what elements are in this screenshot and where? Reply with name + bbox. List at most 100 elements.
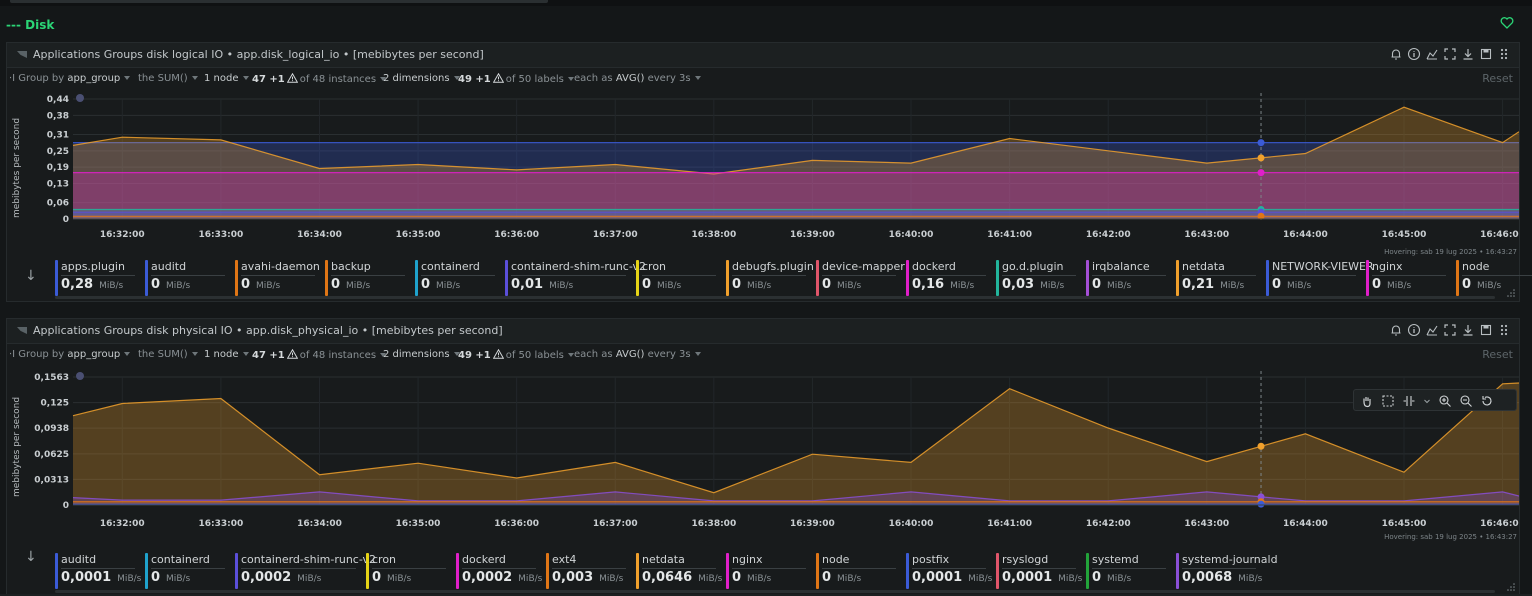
group-by-dropdown[interactable]: ⋅I Group by app_group [9,73,131,84]
legend-item[interactable]: auditd 0 MiB/s [145,260,231,296]
legend-divider [421,275,495,276]
group-by-dropdown[interactable]: ⋅I Group by app_group [9,349,131,360]
legend-item[interactable]: nginx 0 MiB/s [1366,260,1452,296]
aggregation-dropdown[interactable]: the SUM() [138,73,198,84]
fullscreen-icon[interactable] [1443,323,1457,337]
zoom-in-icon[interactable] [1438,393,1452,407]
legend-value-number: 0,0001 [1002,570,1053,585]
legend-item[interactable]: cron 0 MiB/s [636,260,722,296]
dimensions-dropdown[interactable]: 2 dimensions [383,349,460,360]
panel-toolbar [1389,47,1511,61]
resize-handle-icon[interactable] [1507,289,1515,297]
reset-button[interactable]: Reset [1482,72,1513,85]
legend-item[interactable]: systemd 0 MiB/s [1086,553,1172,589]
legend-item[interactable]: netdata 0,0646 MiB/s [636,553,722,589]
legend-item[interactable]: node 0 MiB/s [1456,260,1532,296]
reset-zoom-icon[interactable] [1480,393,1494,407]
fullscreen-icon[interactable] [1443,47,1457,61]
legend-item[interactable]: node 0 MiB/s [816,553,902,589]
legend-item[interactable]: ext4 0,003 MiB/s [546,553,632,589]
x-tick-label: 16:37:00 [593,519,638,529]
legend-item[interactable]: NETWORK-VIEWER 0 MiB/s [1266,260,1374,296]
reset-button[interactable]: Reset [1482,348,1513,361]
legend-item[interactable]: postfix 0,0001 MiB/s [906,553,992,589]
legend-item[interactable]: systemd-journald 0,0068 MiB/s [1176,553,1278,589]
legend-item[interactable]: backup 0 MiB/s [325,260,411,296]
instances-dropdown[interactable]: 47 +1 of 48 instances [252,73,387,85]
aggregation-dropdown[interactable]: the SUM() [138,349,198,360]
chart-svg[interactable]: 0,44 0,38 0,31 0,25 0,19 0,13 0,06 0 16:32:00 16:… [31,91,1525,241]
legend-item[interactable]: avahi-daemon 0 MiB/s [235,260,321,296]
zoom-out-icon[interactable] [1459,393,1473,407]
legend-item[interactable]: containerd-shim-runc-v2 0,0002 MiB/s [235,553,376,589]
legend-divider [642,568,716,569]
time-aggregation-dropdown[interactable]: each as AVG() every 3s [574,349,701,360]
download-icon[interactable] [1461,47,1475,61]
legend-item[interactable]: debugfs.plugin 0 MiB/s [726,260,814,296]
legend-item[interactable]: containerd 0 MiB/s [415,260,501,296]
legend-item[interactable]: go.d.plugin 0,03 MiB/s [996,260,1082,296]
legend-item[interactable]: containerd-shim-runc-v2 0,01 MiB/s [505,260,646,296]
nodes-dropdown[interactable]: 1 node [204,73,249,84]
legend-item-value: 0 MiB/s [732,570,771,585]
series-area-apps.plugin [73,142,1519,219]
legend-value-unit: MiB/s [99,281,124,291]
chart-plot-area[interactable]: 0,44 0,38 0,31 0,25 0,19 0,13 0,06 0 16:32:00 16:… [31,91,1525,245]
labels-dropdown[interactable]: 49 +1 of 50 labels [458,349,574,361]
arrow-down-icon[interactable]: ↓ [25,549,37,565]
series-area-netdata [73,383,1519,505]
legend-scrollbar[interactable] [55,590,1495,593]
chart-plot-area[interactable]: 0,1563 0,125 0,0938 0,0625 0,0313 0 16:32:00 16… [31,367,1525,537]
legend-color-swatch [636,260,639,296]
save-icon[interactable] [1479,323,1493,337]
drag-handle-icon[interactable] [1497,323,1511,337]
arrow-down-icon[interactable]: ↓ [25,268,37,284]
resize-handle-icon[interactable] [1507,583,1515,591]
labels-dropdown[interactable]: 49 +1 of 50 labels [458,73,574,85]
legend-color-swatch [55,553,58,589]
legend-item[interactable]: irqbalance 0 MiB/s [1086,260,1172,296]
x-tick-label: 16:45:00 [1382,519,1427,529]
legend-item[interactable]: dockerd 0,0002 MiB/s [456,553,542,589]
info-icon[interactable] [1407,323,1421,337]
select-area-icon[interactable] [1381,393,1395,407]
chart-type-switch-icon[interactable] [1425,323,1439,337]
legend-item[interactable]: nginx 0 MiB/s [726,553,812,589]
download-icon[interactable] [1461,323,1475,337]
series-line-netdata [72,106,1520,175]
info-icon[interactable] [1407,47,1421,61]
y-tick-label: 0,1563 [34,373,69,383]
legend-item[interactable]: cron 0 MiB/s [366,553,452,589]
time-aggregation-dropdown[interactable]: each as AVG() every 3s [574,73,701,84]
chevron-down-icon[interactable] [1423,393,1431,407]
legend-item[interactable]: containerd 0 MiB/s [145,553,231,589]
legend-item[interactable]: apps.plugin 0,28 MiB/s [55,260,141,296]
scroll-strip-thumb[interactable] [10,0,548,3]
legend-item[interactable]: dockerd 0,16 MiB/s [906,260,992,296]
legend-value-unit: MiB/s [346,281,371,291]
bell-icon[interactable] [1389,323,1403,337]
x-tick-label: 16:36:00 [494,230,539,240]
dimensions-dropdown[interactable]: 2 dimensions [383,73,460,84]
legend-item[interactable]: auditd 0,0001 MiB/s [55,553,141,589]
legend-value-unit: MiB/s [1477,281,1502,291]
drag-handle-icon[interactable] [1497,47,1511,61]
nodes-dropdown[interactable]: 1 node [204,349,249,360]
chevron-down-icon [567,77,574,81]
legend-divider [511,275,626,276]
legend-item-value: 0 MiB/s [1372,277,1411,292]
legend-scrollbar[interactable] [55,296,1495,299]
instances-dropdown[interactable]: 47 +1 of 48 instances [252,349,387,361]
chart-type-switch-icon[interactable] [1425,47,1439,61]
horizontal-select-icon[interactable] [1402,393,1416,407]
legend-item[interactable]: device-mapper 0 MiB/s [816,260,905,296]
hand-pan-icon[interactable] [1360,393,1374,408]
chart-svg[interactable]: 0,1563 0,125 0,0938 0,0625 0,0313 0 16:32:00 16… [31,367,1525,533]
legend-item[interactable]: netdata 0,21 MiB/s [1176,260,1262,296]
legend-item[interactable]: rsyslogd 0,0001 MiB/s [996,553,1082,589]
heart-icon[interactable] [1500,16,1514,30]
legend-value-number: 0 [822,570,832,585]
save-icon[interactable] [1479,47,1493,61]
y-tick-label: 0,13 [47,180,69,190]
bell-icon[interactable] [1389,47,1403,61]
